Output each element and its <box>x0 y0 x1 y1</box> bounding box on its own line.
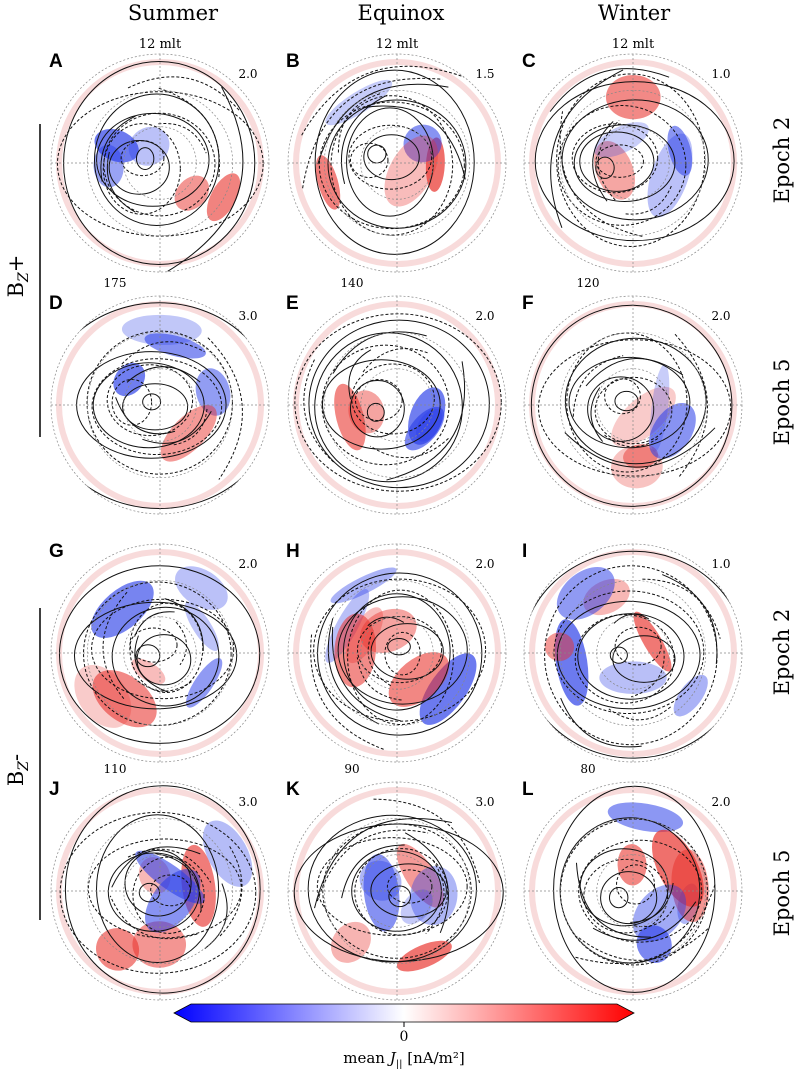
panel-a: A 2.0 12 mlt <box>49 37 270 273</box>
panel-h: H 2.0 <box>286 541 507 763</box>
panel-scale-label: 2.0 <box>711 795 730 809</box>
row-label-epoch-2-top: Epoch 2 <box>770 117 794 204</box>
panel-e: E 2.0 140 <box>286 276 507 515</box>
panel-corner-value: 110 <box>104 762 127 776</box>
panel-letter: D <box>49 293 63 314</box>
panel-mlt-label: 12 mlt <box>612 37 655 52</box>
panel-letter: E <box>286 293 299 314</box>
panel-mlt-label: 12 mlt <box>376 37 419 52</box>
panel-corner-value: 90 <box>344 762 359 776</box>
panel-d: D 3.0 175 <box>49 276 270 515</box>
panel-scale-label: 3.0 <box>238 795 257 809</box>
panel-letter: K <box>286 779 300 800</box>
panel-scale-label: 1.5 <box>475 67 494 81</box>
panel-c: C 1.0 12 mlt <box>522 37 743 273</box>
panel-j: J 3.0 110 <box>49 762 270 1001</box>
colorbar-tick-label: 0 <box>400 1029 409 1045</box>
panel-scale-label: 1.0 <box>711 557 730 571</box>
panel-corner-value: 120 <box>577 276 600 290</box>
panel-letter: A <box>49 51 63 72</box>
panel-scale-label: 2.0 <box>238 557 257 571</box>
panel-letter: F <box>522 293 534 314</box>
panel-scale-label: 3.0 <box>238 309 257 323</box>
panel-letter: C <box>522 51 536 72</box>
panel-letter: G <box>49 541 64 562</box>
panel-letter: H <box>286 541 300 562</box>
colorbar-label: mean J|| [nA/m²] <box>343 1049 465 1069</box>
group-label-bz-plus: BZ+ <box>4 255 32 298</box>
column-header-summer: Summer <box>128 1 219 25</box>
panel-f: F 2.0 120 <box>522 276 743 515</box>
panel-scale-label: 2.0 <box>711 309 730 323</box>
panel-scale-label: 3.0 <box>475 795 494 809</box>
row-label-epoch-2-bottom: Epoch 2 <box>770 609 794 696</box>
column-header-equinox: Equinox <box>357 1 444 25</box>
panel-scale-label: 1.0 <box>711 67 730 81</box>
panel-i: I 1.0 <box>522 541 743 763</box>
colorbar-bar <box>173 1003 635 1023</box>
panel-scale-label: 2.0 <box>475 309 494 323</box>
row-label-epoch-5-bottom: Epoch 5 <box>770 850 794 937</box>
group-label-bz-minus: BZ- <box>4 754 32 786</box>
panel-k: K 3.0 90 <box>286 762 507 1001</box>
svg-text:BZ+: BZ+ <box>4 255 32 298</box>
panel-corner-value: 140 <box>341 276 364 290</box>
column-header-winter: Winter <box>598 1 671 25</box>
panel-letter: B <box>286 51 300 72</box>
panel-g: G 2.0 <box>49 541 270 763</box>
polar-panels: A 2.0 12 mlt B 1.5 12 mlt C 1.0 12 mlt D 3.0 175 E 2.… <box>49 37 743 1001</box>
panel-mlt-label: 12 mlt <box>139 37 182 52</box>
panel-corner-value: 175 <box>104 276 127 290</box>
colorbar: 0 mean J|| [nA/m²] <box>173 1003 635 1069</box>
panel-letter: L <box>522 779 534 800</box>
panel-corner-value: 80 <box>580 762 595 776</box>
panel-l: L 2.0 80 <box>522 762 743 1001</box>
panel-letter: J <box>49 779 60 800</box>
panel-letter: I <box>522 541 527 562</box>
panel-b: B 1.5 12 mlt <box>286 37 507 273</box>
panel-scale-label: 2.0 <box>238 67 257 81</box>
svg-text:BZ-: BZ- <box>4 754 32 786</box>
row-label-epoch-5-top: Epoch 5 <box>770 359 794 446</box>
panel-scale-label: 2.0 <box>475 557 494 571</box>
